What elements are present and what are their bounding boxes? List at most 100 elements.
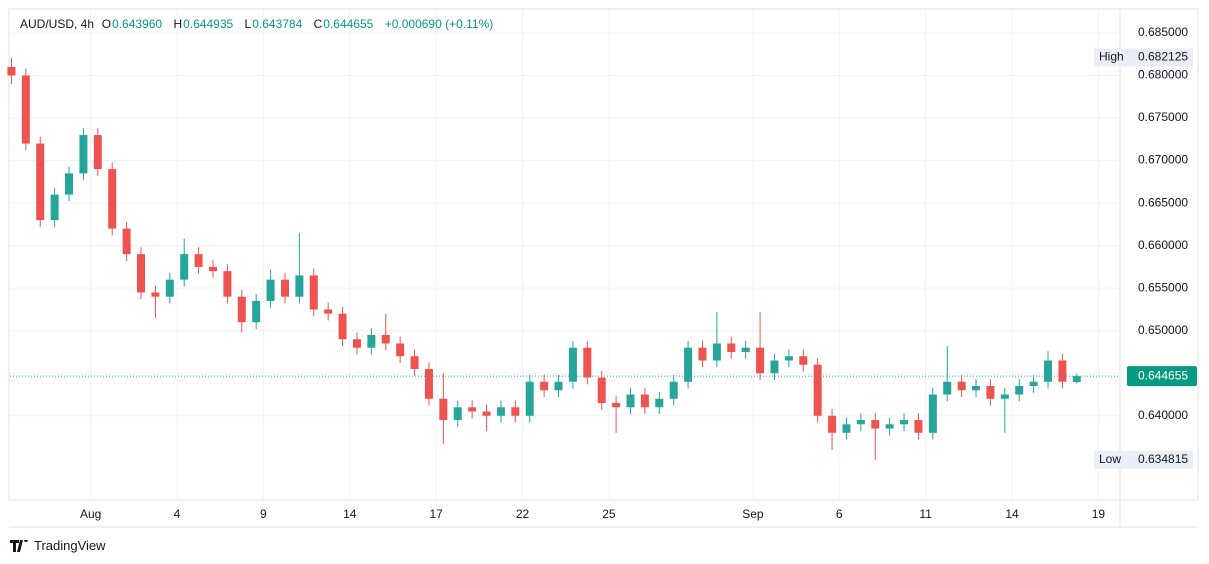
candle-body bbox=[295, 275, 304, 297]
candle-body bbox=[813, 364, 822, 416]
x-tick-label: 6 bbox=[836, 507, 843, 521]
candle-body bbox=[36, 143, 45, 221]
candle-body bbox=[640, 394, 649, 408]
candle-body bbox=[165, 279, 174, 297]
candle-body bbox=[511, 407, 520, 416]
x-tick-label: Aug bbox=[80, 507, 101, 521]
candle-body bbox=[1044, 360, 1053, 382]
candle-body bbox=[828, 415, 837, 433]
candle-body bbox=[568, 347, 577, 382]
candle-body bbox=[1000, 394, 1009, 399]
candle-body bbox=[698, 347, 707, 361]
y-tick-label: 0.675000 bbox=[1138, 110, 1188, 124]
candle-body bbox=[21, 75, 30, 144]
logo bbox=[10, 539, 28, 552]
candle-body bbox=[309, 275, 318, 310]
candle-body bbox=[885, 424, 894, 429]
candle-body bbox=[453, 407, 462, 421]
legend-header: AUD/USD, 4h O0.643960 H0.644935 L0.64378… bbox=[20, 17, 501, 31]
candle-body bbox=[871, 420, 880, 429]
x-tick-label: 9 bbox=[260, 507, 267, 521]
x-tick-label: 22 bbox=[516, 507, 530, 521]
marker-price: 0.634815 bbox=[1138, 452, 1188, 466]
candle-body bbox=[381, 334, 390, 344]
y-tick-label: 0.685000 bbox=[1138, 25, 1188, 39]
candle-body bbox=[684, 347, 693, 382]
candle-body bbox=[612, 403, 621, 408]
x-tick-label: 17 bbox=[429, 507, 443, 521]
candle-body bbox=[482, 411, 491, 416]
candle-body bbox=[900, 420, 909, 425]
y-tick-label: 0.655000 bbox=[1138, 280, 1188, 294]
y-tick-label: 0.665000 bbox=[1138, 195, 1188, 209]
candle-body bbox=[914, 420, 923, 433]
x-tick-label: 14 bbox=[1005, 507, 1019, 521]
candle-body bbox=[93, 135, 102, 170]
candle-body bbox=[367, 334, 376, 348]
candle-body bbox=[1029, 381, 1038, 387]
candle-body bbox=[396, 343, 405, 357]
candle-body bbox=[928, 394, 937, 433]
x-tick-label: 25 bbox=[602, 507, 616, 521]
y-tick-label: 0.670000 bbox=[1138, 153, 1188, 167]
y-tick-label: 0.650000 bbox=[1138, 323, 1188, 337]
o-value: 0.643960 bbox=[112, 17, 163, 31]
c-value: 0.644655 bbox=[323, 17, 374, 31]
candle-body bbox=[957, 381, 966, 391]
candle-body bbox=[50, 194, 59, 221]
o-label: O bbox=[101, 17, 112, 31]
marker-price: 0.682125 bbox=[1138, 50, 1188, 64]
candle-body bbox=[972, 386, 981, 391]
candle-body bbox=[540, 381, 549, 391]
candle-body bbox=[79, 135, 88, 174]
candle-body bbox=[7, 66, 16, 76]
candle-body bbox=[669, 381, 678, 399]
candle-body bbox=[712, 343, 721, 361]
candle-body bbox=[237, 296, 246, 323]
candle-body bbox=[583, 347, 592, 378]
symbol: AUD/USD, 4h bbox=[20, 17, 95, 31]
branding[interactable]: TradingView bbox=[10, 538, 106, 553]
candle-body bbox=[1015, 386, 1024, 395]
candle-body bbox=[151, 292, 160, 297]
candle-body bbox=[266, 279, 275, 301]
candle-body bbox=[597, 377, 606, 404]
candle-body bbox=[180, 254, 189, 280]
candle-body bbox=[108, 169, 117, 229]
candle-body bbox=[799, 356, 808, 365]
candle-body bbox=[856, 420, 865, 425]
x-tick-label: 4 bbox=[174, 507, 181, 521]
candle-body bbox=[424, 368, 433, 399]
y-tick-label: 0.680000 bbox=[1138, 68, 1188, 82]
candle-body bbox=[137, 254, 146, 293]
l-value: 0.643784 bbox=[252, 17, 303, 31]
x-tick-label: 11 bbox=[919, 507, 932, 521]
marker-box bbox=[1094, 450, 1193, 469]
candle-body bbox=[194, 254, 203, 267]
candle-body bbox=[468, 407, 477, 412]
brand-name: TradingView bbox=[34, 538, 106, 553]
l-label: L bbox=[244, 17, 252, 31]
marker-name: Low bbox=[1099, 452, 1121, 466]
last-price-label: 0.644655 bbox=[1138, 368, 1188, 382]
candle-body bbox=[626, 394, 635, 408]
x-tick-label: 14 bbox=[343, 507, 357, 521]
candle-body bbox=[1072, 376, 1081, 383]
x-tick-label: Sep bbox=[742, 507, 764, 521]
candle-body bbox=[727, 343, 736, 352]
candle-body bbox=[741, 347, 750, 352]
candle-body bbox=[208, 266, 217, 272]
x-tick-label: 19 bbox=[1092, 507, 1106, 521]
candle-body bbox=[324, 309, 333, 314]
candle-body bbox=[410, 356, 419, 369]
y-tick-label: 0.660000 bbox=[1138, 238, 1188, 252]
candle-body bbox=[842, 424, 851, 433]
marker-name: High bbox=[1099, 50, 1124, 64]
candle-body bbox=[122, 228, 131, 255]
candle-body bbox=[352, 339, 361, 348]
marker-box bbox=[1094, 48, 1193, 67]
candle-body bbox=[770, 360, 779, 374]
candle-body bbox=[496, 407, 505, 416]
